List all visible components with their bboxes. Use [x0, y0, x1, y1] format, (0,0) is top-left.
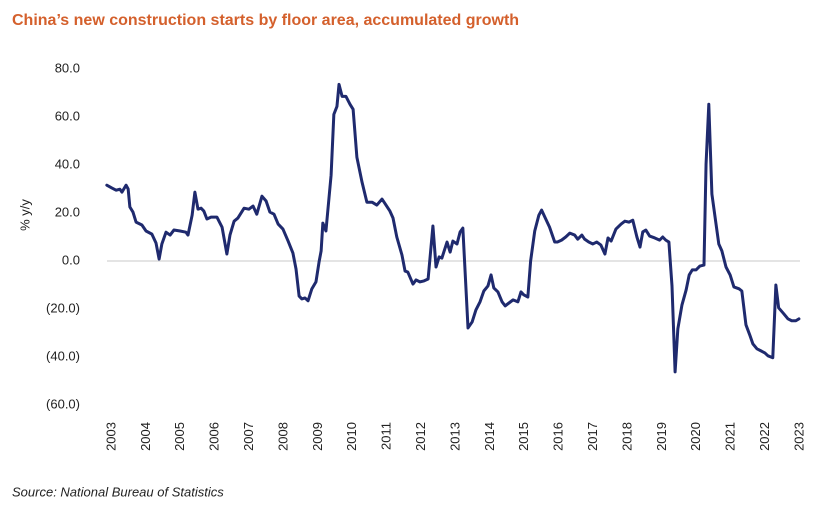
- y-tick-label: 80.0: [55, 60, 80, 75]
- chart-title: China’s new construction starts by floor…: [12, 12, 519, 29]
- x-tick-label: 2018: [619, 422, 634, 451]
- x-tick-label: 2015: [516, 422, 531, 451]
- x-tick-label: 2005: [172, 422, 187, 451]
- x-tick-label: 2023: [791, 422, 806, 451]
- x-tick-label: 2011: [379, 422, 394, 450]
- x-tick-label: 2012: [413, 422, 428, 451]
- x-tick-label: 2019: [654, 422, 669, 451]
- y-tick-label: 0.0: [62, 252, 80, 267]
- y-tick-label: 20.0: [55, 204, 80, 219]
- x-tick-label: 2008: [275, 422, 290, 451]
- y-tick-label: 60.0: [55, 108, 80, 123]
- x-tick-label: 2022: [757, 422, 772, 451]
- y-tick-label: 40.0: [55, 156, 80, 171]
- x-tick-label: 2010: [344, 422, 359, 451]
- x-tick-label: 2014: [482, 422, 497, 451]
- x-tick-label: 2020: [688, 422, 703, 451]
- x-tick-label: 2017: [585, 422, 600, 451]
- x-tick-label: 2009: [310, 422, 325, 451]
- series-line: [105, 82, 801, 374]
- x-tick-label: 2021: [723, 422, 738, 451]
- x-tick-label: 2004: [138, 422, 153, 451]
- x-tick-label: 2007: [241, 422, 256, 451]
- x-tick-label: 2006: [207, 422, 222, 451]
- y-tick-label: (20.0): [46, 300, 80, 315]
- y-tick-label: (40.0): [46, 348, 80, 363]
- x-tick-label: 2013: [447, 422, 462, 451]
- x-tick-label: 2016: [551, 422, 566, 451]
- x-tick-label: 2003: [103, 422, 118, 451]
- y-axis-label: % y/y: [17, 199, 32, 231]
- y-tick-label: (60.0): [46, 396, 80, 411]
- source-note: Source: National Bureau of Statistics: [12, 484, 224, 499]
